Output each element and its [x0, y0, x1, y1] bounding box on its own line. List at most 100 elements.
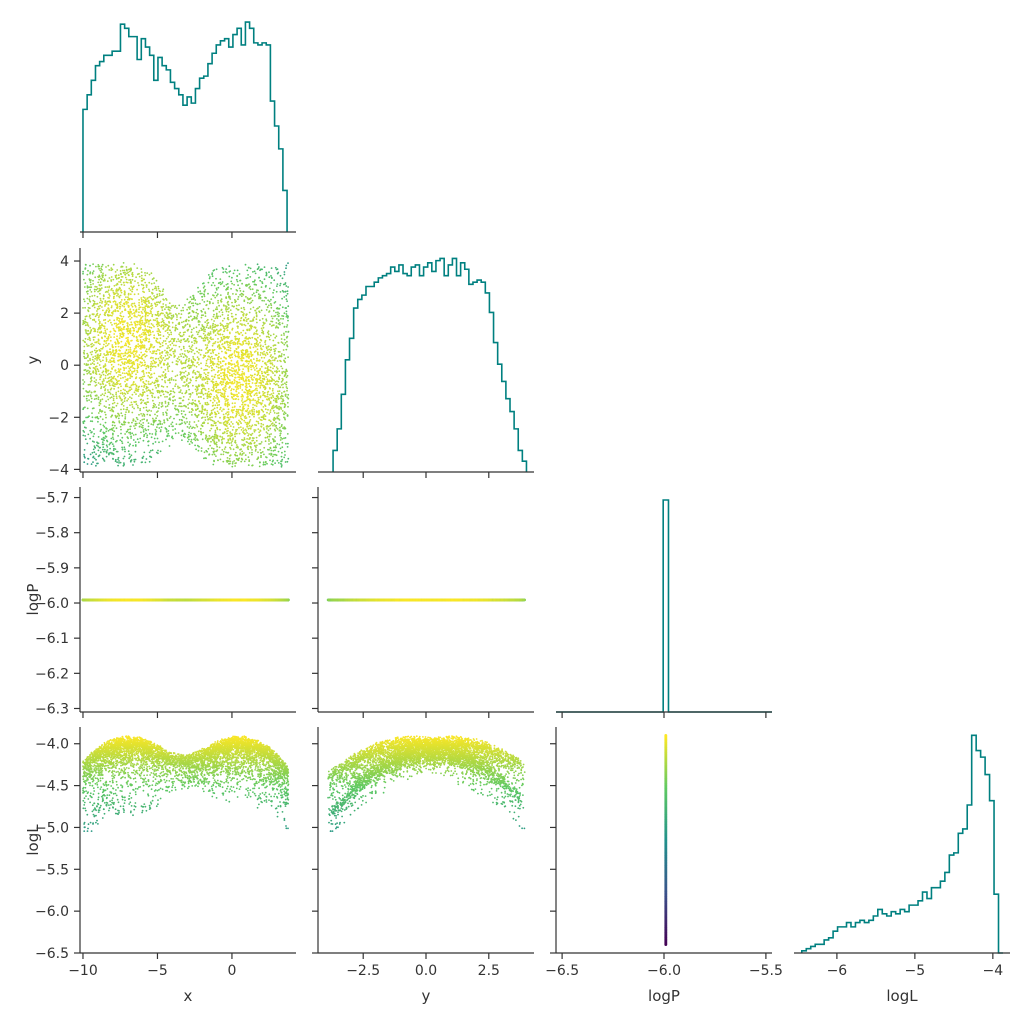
scatter-x-y-point: [155, 406, 157, 408]
scatter-x-y-point: [258, 402, 260, 404]
scatter-x-y-point: [250, 434, 252, 436]
scatter-x-y-point: [148, 289, 150, 291]
scatter-x-y-point: [241, 444, 243, 446]
scatter-x-y-point: [255, 424, 257, 426]
scatter-x-y-point: [164, 374, 166, 376]
scatter-x-y-point: [264, 404, 266, 406]
scatter-x-y-point: [140, 327, 142, 329]
scatter-x-y-point: [179, 397, 181, 399]
scatter-x-y-point: [214, 330, 216, 332]
scatter-x-y-point: [118, 274, 120, 276]
scatter-x-y-point: [224, 347, 226, 349]
scatter-x-y-point: [258, 435, 260, 437]
scatter-x-y-point: [212, 464, 214, 466]
scatter-x-y-point: [100, 298, 102, 300]
scatter-x-y-point: [274, 412, 276, 414]
scatter-x-y-point: [84, 341, 86, 343]
scatter-x-y-point: [183, 334, 185, 336]
scatter-x-y-point: [250, 324, 252, 326]
scatter-x-y-point: [105, 266, 107, 268]
scatter-x-y-point: [83, 374, 85, 376]
scatter-x-y-point: [119, 350, 121, 352]
scatter-x-y-point: [87, 322, 89, 324]
scatter-x-y-point: [254, 270, 256, 272]
scatter-x-y-point: [284, 360, 286, 362]
scatter-x-y-point: [124, 456, 126, 458]
scatter-x-y-point: [208, 340, 210, 342]
scatter-x-y-point: [168, 425, 170, 427]
scatter-x-y-point: [242, 431, 244, 433]
scatter-x-y-point: [247, 323, 249, 325]
scatter-x-y-point: [145, 380, 147, 382]
scatter-x-y-point: [90, 373, 92, 375]
scatter-x-y-point: [123, 408, 125, 410]
scatter-x-y-point: [132, 334, 134, 336]
scatter-x-y-point: [247, 398, 249, 400]
scatter-x-y-point: [273, 405, 275, 407]
scatter-x-y-point: [234, 270, 236, 272]
scatter-x-y-point: [84, 268, 86, 270]
scatter-x-y-point: [246, 442, 248, 444]
scatter-x-y-point: [211, 370, 213, 372]
scatter-x-y-point: [112, 361, 114, 363]
scatter-x-y-point: [107, 378, 109, 380]
scatter-x-y-point: [215, 414, 217, 416]
scatter-x-y-point: [240, 320, 242, 322]
scatter-x-y-point: [110, 373, 112, 375]
scatter-x-y-point: [99, 270, 101, 272]
scatter-x-y-point: [113, 422, 115, 424]
scatter-x-y-point: [97, 308, 99, 310]
scatter-x-y-point: [112, 436, 114, 438]
scatter-x-y-point: [173, 353, 175, 355]
scatter-x-y-point: [152, 363, 154, 365]
hist-x-bin: [100, 62, 104, 232]
scatter-x-y-point: [270, 433, 272, 435]
scatter-x-y-point: [107, 301, 109, 303]
scatter-x-y-point: [164, 422, 166, 424]
scatter-x-y-point: [102, 346, 104, 348]
scatter-x-y-point: [281, 334, 283, 336]
scatter-x-y-point: [133, 263, 135, 265]
scatter-x-y-point: [203, 394, 205, 396]
scatter-x-y-point: [87, 360, 89, 362]
scatter-x-y-point: [233, 448, 235, 450]
scatter-x-y-point: [93, 270, 95, 272]
scatter-x-y-point: [146, 434, 148, 436]
scatter-x-y-point: [253, 281, 255, 283]
scatter-x-y-point: [274, 424, 276, 426]
scatter-x-y-point: [218, 344, 220, 346]
scatter-x-y-point: [183, 362, 185, 364]
scatter-x-y-point: [262, 424, 264, 426]
scatter-x-y-point: [93, 451, 95, 453]
scatter-x-y-point: [236, 414, 238, 416]
scatter-x-y-point: [99, 359, 101, 361]
scatter-x-y-point: [116, 317, 118, 319]
scatter-x-y-point: [118, 368, 120, 370]
scatter-x-y-point: [180, 406, 182, 408]
scatter-x-y-point: [158, 288, 160, 290]
scatter-x-y-point: [225, 268, 227, 270]
scatter-x-y-point: [130, 332, 132, 334]
scatter-x-y-point: [121, 392, 123, 394]
scatter-x-y-point: [272, 340, 274, 342]
scatter-x-y-point: [131, 313, 133, 315]
scatter-x-y-point: [222, 454, 224, 456]
scatter-x-y-point: [258, 431, 260, 433]
scatter-x-y-point: [281, 452, 283, 454]
scatter-x-y-point: [195, 409, 197, 411]
scatter-x-y-point: [88, 384, 90, 386]
scatter-x-y-point: [102, 372, 104, 374]
scatter-x-y-point: [140, 339, 142, 341]
scatter-x-y-point: [162, 342, 164, 344]
scatter-x-y-point: [139, 393, 141, 395]
scatter-x-y-point: [255, 446, 257, 448]
scatter-x-y-point: [177, 338, 179, 340]
scatter-x-y-point: [143, 360, 145, 362]
scatter-x-y-point: [261, 371, 263, 373]
scatter-x-y-point: [99, 293, 101, 295]
scatter-x-y-point: [219, 316, 221, 318]
hist-x-bin: [87, 95, 91, 232]
scatter-x-y-point: [175, 432, 177, 434]
scatter-x-y-point: [119, 326, 121, 328]
scatter-x-y-point: [165, 355, 167, 357]
